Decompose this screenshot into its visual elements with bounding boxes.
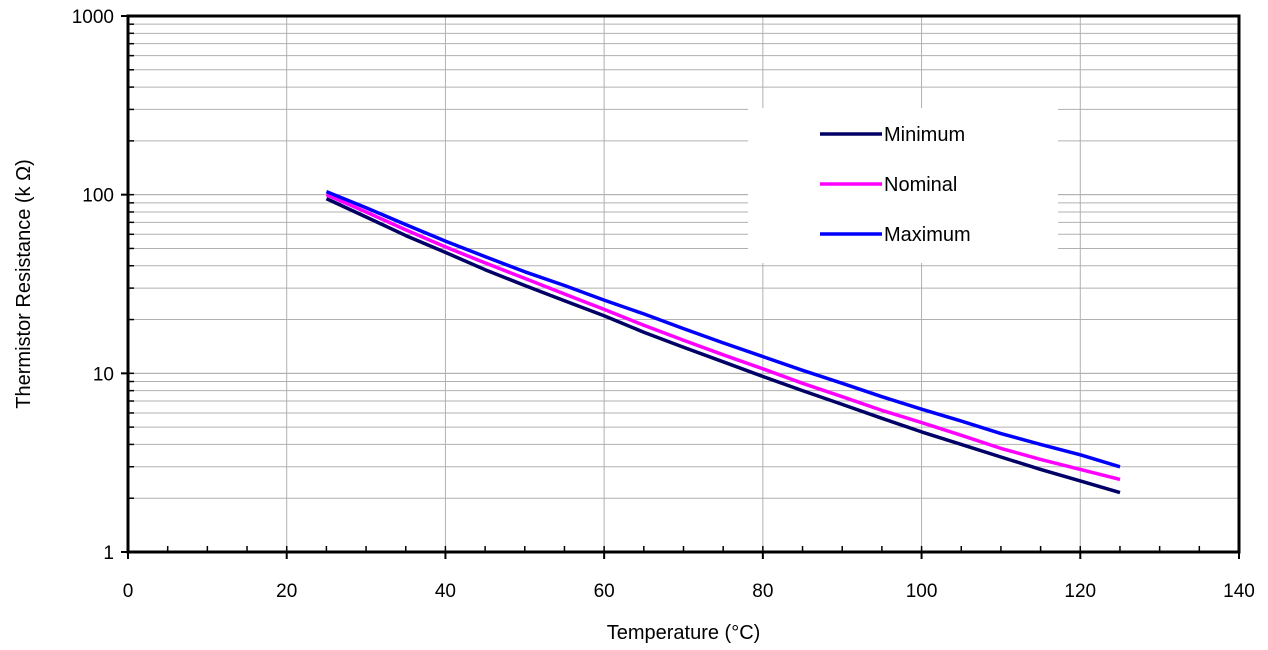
y-tick-label: 1000 xyxy=(72,7,114,28)
y-tick-label: 100 xyxy=(82,186,114,207)
y-tick-label: 10 xyxy=(93,364,114,385)
legend-label-maximum: Maximum xyxy=(884,224,971,246)
x-axis-title: Temperature (°C) xyxy=(607,622,761,644)
series-line-nominal xyxy=(325,193,1121,482)
legend-label-nominal: Nominal xyxy=(884,174,957,196)
series-line-maximum xyxy=(325,189,1121,469)
x-tick-label: 60 xyxy=(594,581,615,602)
y-tick-label: 1 xyxy=(103,543,114,564)
x-tick-label: 20 xyxy=(276,581,297,602)
x-tick-label: 120 xyxy=(1064,581,1096,602)
x-tick-label: 40 xyxy=(435,581,456,602)
legend-label-minimum: Minimum xyxy=(884,124,965,146)
y-axis-title: Thermistor Resistance (k Ω) xyxy=(13,159,35,408)
x-tick-label: 140 xyxy=(1223,581,1255,602)
x-tick-label: 100 xyxy=(906,581,938,602)
legend-background xyxy=(748,108,1058,263)
plot-frame xyxy=(126,14,1241,554)
data-series xyxy=(325,189,1121,495)
legend: Minimum Nominal Maximum xyxy=(748,108,1058,263)
x-tick-label: 80 xyxy=(752,581,773,602)
x-tick-label: 0 xyxy=(123,581,134,602)
series-line-minimum xyxy=(325,197,1121,495)
tick-labels: 0 20 40 60 80 100 120 140 1 10 100 1000 xyxy=(72,7,1255,602)
